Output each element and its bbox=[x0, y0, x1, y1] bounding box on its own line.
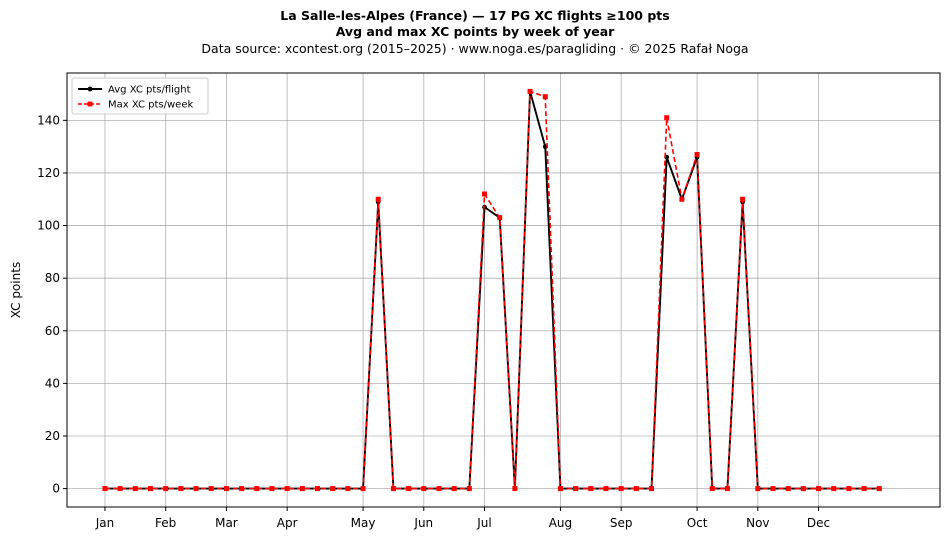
series-1-point bbox=[770, 486, 776, 492]
series-1-point bbox=[588, 486, 594, 492]
series-1-point bbox=[755, 486, 761, 492]
series-1-point bbox=[876, 486, 882, 492]
series-1-point bbox=[800, 486, 806, 492]
chart-subtitle: Avg and max XC points by week of year bbox=[335, 24, 615, 39]
y-axis-label: XC points bbox=[9, 262, 23, 318]
series-1-point bbox=[345, 486, 351, 492]
series-1-point bbox=[573, 486, 579, 492]
series-1-point bbox=[618, 486, 624, 492]
series-1-point bbox=[512, 486, 518, 492]
series-1-point bbox=[846, 486, 852, 492]
series-1-point bbox=[360, 486, 366, 492]
series-1-point bbox=[649, 486, 655, 492]
series-1-point bbox=[527, 88, 533, 94]
series-line-1 bbox=[104, 90, 880, 490]
series-1-point bbox=[724, 486, 730, 492]
x-tick-label-dec: Dec bbox=[807, 516, 830, 530]
x-tick-label-jun: Jun bbox=[413, 516, 433, 530]
series-1-point bbox=[269, 486, 275, 492]
series-1-point bbox=[466, 486, 472, 492]
series-1-point bbox=[193, 486, 199, 492]
x-tick-label-oct: Oct bbox=[687, 516, 708, 530]
chart-title: La Salle-les-Alpes (France) — 17 PG XC f… bbox=[280, 8, 670, 23]
series-1-point bbox=[557, 486, 563, 492]
series-1-point bbox=[482, 191, 488, 197]
x-tick-label-apr: Apr bbox=[277, 516, 298, 530]
x-tick-label-jan: Jan bbox=[95, 516, 115, 530]
series-1-point bbox=[375, 196, 381, 202]
series-1-point bbox=[451, 486, 457, 492]
x-tick-label-mar: Mar bbox=[215, 516, 238, 530]
series-1-point bbox=[102, 486, 108, 492]
series-1-point bbox=[284, 486, 290, 492]
y-tick-label: 80 bbox=[45, 271, 60, 285]
legend-marker-1 bbox=[87, 101, 93, 107]
series-1-point bbox=[223, 486, 229, 492]
y-tick-label: 120 bbox=[37, 166, 60, 180]
y-tick-label: 100 bbox=[37, 219, 60, 233]
axes: 0 20 40 60 80 100 120 140 Jan Feb Mar Apr May Jun Jul A… bbox=[9, 72, 941, 530]
series-1-point bbox=[861, 486, 867, 492]
y-tick-label: 60 bbox=[45, 324, 60, 338]
series-1-point bbox=[785, 486, 791, 492]
series-1-point bbox=[299, 486, 305, 492]
legend-marker-0 bbox=[87, 86, 93, 92]
legend-label-0: Avg XC pts/flight bbox=[108, 85, 191, 96]
legend-label-1: Max XC pts/week bbox=[108, 100, 193, 111]
series-1-point bbox=[239, 486, 245, 492]
series-1-point bbox=[542, 94, 548, 100]
x-tick-label-feb: Feb bbox=[155, 516, 176, 530]
series-1-point bbox=[831, 486, 837, 492]
x-tick-label-sep: Sep bbox=[610, 516, 633, 530]
series-line-0 bbox=[104, 90, 880, 490]
series-1-point bbox=[633, 486, 639, 492]
y-tick-label: 140 bbox=[37, 113, 60, 127]
series-1-point bbox=[406, 486, 412, 492]
chart-source: Data source: xcontest.org (2015–2025) · … bbox=[201, 41, 749, 56]
series-1-point bbox=[709, 486, 715, 492]
series-layer bbox=[102, 88, 882, 492]
series-1-point bbox=[330, 486, 336, 492]
series-1-point bbox=[254, 486, 260, 492]
series-1-point bbox=[740, 196, 746, 202]
series-1-point bbox=[163, 486, 169, 492]
y-tick-label: 40 bbox=[45, 376, 60, 390]
series-1-point bbox=[816, 486, 822, 492]
series-1-point bbox=[497, 215, 503, 221]
x-tick-label-aug: Aug bbox=[549, 516, 572, 530]
series-1-point bbox=[694, 152, 700, 158]
plot-frame bbox=[66, 72, 941, 508]
chart-title-block: La Salle-les-Alpes (France) — 17 PG XC f… bbox=[0, 8, 950, 57]
series-1-point bbox=[603, 486, 609, 492]
series-1-point bbox=[117, 486, 123, 492]
y-tick-label: 20 bbox=[45, 429, 60, 443]
y-tick-label: 0 bbox=[52, 482, 60, 496]
series-1-point bbox=[390, 486, 396, 492]
series-1-point bbox=[208, 486, 214, 492]
series-1-point bbox=[148, 486, 154, 492]
x-tick-label-nov: Nov bbox=[746, 516, 769, 530]
x-tick-label-jul: Jul bbox=[476, 516, 491, 530]
series-1-point bbox=[132, 486, 138, 492]
series-1-point bbox=[679, 196, 685, 202]
series-1-point bbox=[315, 486, 321, 492]
series-1-point bbox=[421, 486, 427, 492]
series-1-point bbox=[664, 115, 670, 121]
legend-box bbox=[71, 77, 209, 115]
series-1-point bbox=[178, 486, 184, 492]
x-tick-label-may: May bbox=[351, 516, 376, 530]
legend: Avg XC pts/flight Max XC pts/week bbox=[71, 77, 209, 115]
grid bbox=[67, 73, 940, 507]
series-1-point bbox=[436, 486, 442, 492]
